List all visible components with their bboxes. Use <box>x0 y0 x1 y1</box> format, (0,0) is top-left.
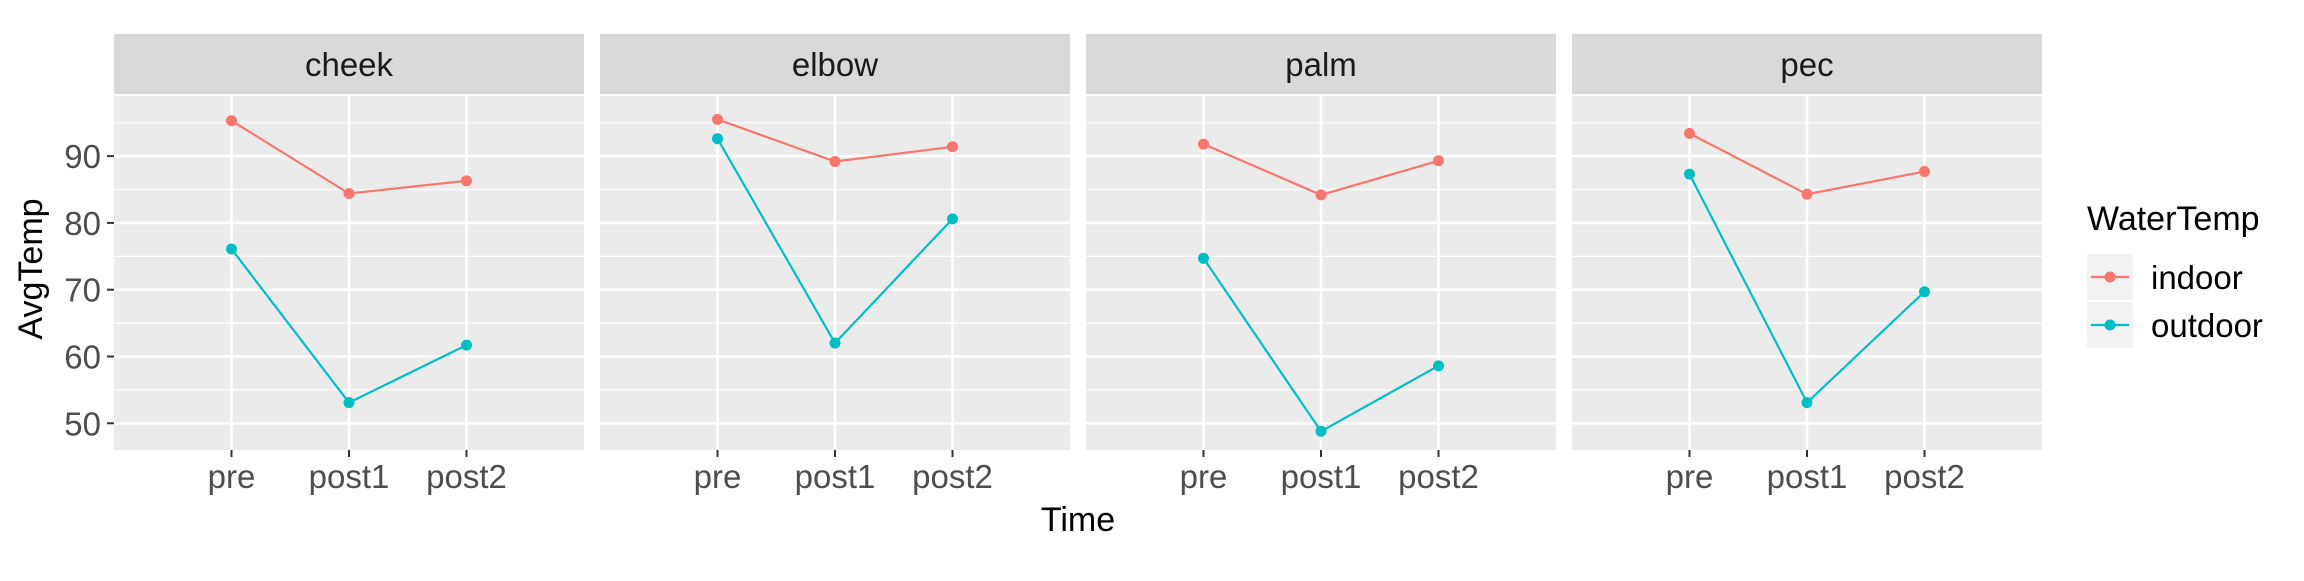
facet-panel-elbow: elbow pre post1 post2 <box>600 34 1070 495</box>
data-point-indoor <box>1315 189 1327 201</box>
data-point-indoor <box>947 141 958 153</box>
x-tick-label: post1 <box>1281 458 1362 495</box>
legend-point-outdoor <box>2104 319 2116 331</box>
data-point-indoor <box>829 155 841 167</box>
y-axis-title: AvgTemp <box>12 198 50 339</box>
x-tick-label: pre <box>1180 458 1228 495</box>
data-point-indoor <box>226 115 237 127</box>
facet-strip-label: pec <box>1780 46 1833 83</box>
data-point-outdoor <box>1801 397 1813 409</box>
y-tick-label: 50 <box>64 405 101 442</box>
data-point-indoor <box>1684 127 1695 139</box>
facet-strip <box>600 34 1070 94</box>
legend-point-indoor <box>2104 271 2116 283</box>
data-point-outdoor <box>1684 168 1695 180</box>
y-tick-label: 90 <box>64 138 101 175</box>
facet-strip <box>114 34 584 94</box>
data-point-outdoor <box>343 397 355 409</box>
facet-strip-label: palm <box>1285 46 1357 83</box>
data-point-outdoor <box>1198 252 1209 264</box>
data-point-indoor <box>712 113 723 125</box>
legend: WaterTemp indoor outdoor <box>2087 200 2263 348</box>
facet-strip-label: cheek <box>305 46 394 83</box>
x-tick-label: post1 <box>309 458 390 495</box>
data-point-outdoor <box>461 339 472 351</box>
data-point-indoor <box>461 175 472 187</box>
facet-strip <box>1086 34 1556 94</box>
y-axis: 50 60 70 80 90 <box>64 138 114 442</box>
y-tick-label: 80 <box>64 205 101 242</box>
x-tick-label: post2 <box>1398 458 1479 495</box>
facet-panel-cheek: cheek pre post1 post2 <box>114 34 584 495</box>
facet-strip-label: elbow <box>792 46 878 83</box>
data-point-outdoor <box>1433 360 1444 372</box>
facet-strip <box>1572 34 2042 94</box>
data-point-outdoor <box>226 243 237 255</box>
x-tick-label: post2 <box>1884 458 1965 495</box>
data-point-outdoor <box>947 213 958 225</box>
data-point-indoor <box>1919 165 1930 177</box>
y-tick-label: 70 <box>64 272 101 309</box>
legend-label-outdoor: outdoor <box>2151 307 2263 344</box>
data-point-outdoor <box>1315 425 1327 437</box>
x-tick-label: pre <box>1666 458 1714 495</box>
data-point-outdoor <box>1919 286 1930 298</box>
x-tick-label: post1 <box>1767 458 1848 495</box>
legend-label-indoor: indoor <box>2151 259 2243 296</box>
x-tick-label: pre <box>694 458 742 495</box>
facet-panel-palm: palm pre post1 post2 <box>1086 34 1556 495</box>
x-tick-label: pre <box>208 458 256 495</box>
data-point-indoor <box>1198 138 1209 150</box>
x-tick-label: post2 <box>426 458 507 495</box>
x-tick-label: post2 <box>912 458 993 495</box>
facet-panel-pec: pec pre post1 post2 <box>1572 34 2042 495</box>
legend-title: WaterTemp <box>2087 200 2260 238</box>
data-point-outdoor <box>712 133 723 145</box>
data-point-outdoor <box>829 337 841 349</box>
data-point-indoor <box>343 188 355 200</box>
data-point-indoor <box>1801 188 1813 200</box>
y-tick-label: 60 <box>64 338 101 375</box>
x-tick-label: post1 <box>795 458 876 495</box>
data-point-indoor <box>1433 155 1444 167</box>
x-axis-title: Time <box>1041 501 1115 539</box>
